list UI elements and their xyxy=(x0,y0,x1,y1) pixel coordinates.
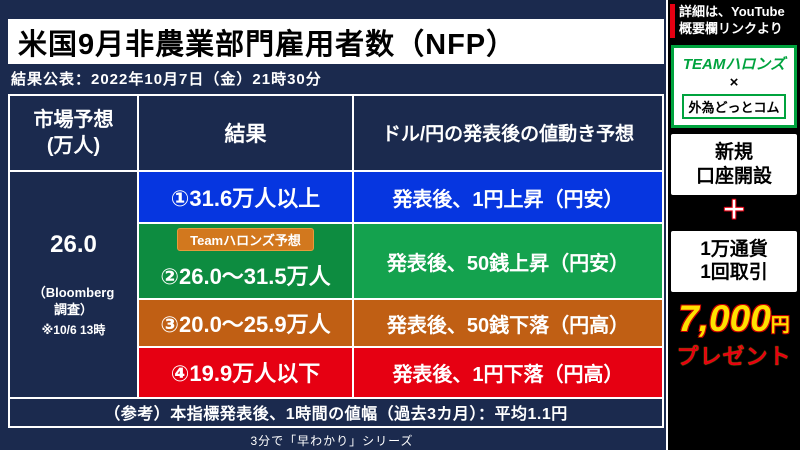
reference-note: （参考）本指標発表後、1時間の値幅（過去3カ月）：平均1.1円 xyxy=(10,398,662,426)
table-row-2-result: Teamハロンズ予想 ②26.0〜31.5万人 xyxy=(139,224,352,299)
prize-amount-line: 7,000円 xyxy=(668,300,800,337)
table-row-4-movement: 発表後、1円下落（円高） xyxy=(354,348,662,397)
page-title: 米国9月非農業部門雇用者数（NFP） xyxy=(18,28,517,61)
cross-icon: × xyxy=(729,73,739,91)
column-header-price-movement: ドル/円の発表後の値動き予想 xyxy=(354,96,662,170)
plus-icon: ＋ xyxy=(722,197,746,225)
prize-amount: 7,000 xyxy=(678,298,771,340)
trade-condition-line2: 1回取引 xyxy=(700,262,768,284)
red-accent-bar xyxy=(670,4,675,38)
prize-unit: 円 xyxy=(770,315,790,337)
nfp-scenario-table: 市場予想 (万人) 結果 ドル/円の発表後の値動き予想 26.0 （Bloomb… xyxy=(8,94,664,428)
brand-box: TEAMハロンズ × 外為どっとコム xyxy=(671,44,797,128)
gaitame-logo: 外為どっとコム xyxy=(682,93,786,119)
column-header-market-forecast: 市場予想 (万人) xyxy=(10,96,137,170)
table-row-1-movement: 発表後、1円上昇（円安） xyxy=(354,171,662,223)
new-account-box: 新規 口座開設 xyxy=(671,133,797,196)
forecast-note: ※10/6 13時 xyxy=(41,322,106,337)
forecast-source: （Bloomberg 調査） xyxy=(32,284,115,317)
column-header-result: 結果 xyxy=(139,96,352,170)
table-row-2-movement: 発表後、50銭上昇（円安） xyxy=(354,224,662,299)
prize-block: 7,000円 プレゼント xyxy=(668,300,800,371)
trade-condition-box: 1万通貨 1回取引 xyxy=(671,230,797,293)
trade-condition-line1: 1万通貨 xyxy=(700,238,768,260)
table-row-3-result: ③20.0〜25.9万人 xyxy=(139,300,352,347)
prize-label: プレゼント xyxy=(676,344,792,370)
table-row-3-movement: 発表後、50銭下落（円高） xyxy=(354,300,662,347)
page-title-banner: 米国9月非農業部門雇用者数（NFP） xyxy=(8,19,664,64)
forecast-value: 26.0 xyxy=(50,230,97,258)
youtube-note: 詳細は、YouTube 概要欄リンクより xyxy=(668,0,800,43)
team-halons-logo: TEAMハロンズ xyxy=(682,55,786,73)
series-caption: 3分で「早わかり」シリーズ xyxy=(250,434,414,448)
youtube-note-line2: 概要欄リンクより xyxy=(679,20,783,36)
table-row-2-result-text: ②26.0〜31.5万人 xyxy=(160,263,331,289)
table-row-4-result: ④19.9万人以下 xyxy=(139,348,352,397)
new-account-line2: 口座開設 xyxy=(695,165,772,187)
market-forecast-cell: 26.0 （Bloomberg 調査） ※10/6 13時 xyxy=(10,171,137,397)
release-datetime: 結果公表：2022年10月7日（金）21時30分 xyxy=(11,71,322,88)
youtube-note-text: 詳細は、YouTube 概要欄リンクより xyxy=(679,4,785,38)
new-account-line1: 新規 xyxy=(714,141,753,163)
promo-sidebar: 詳細は、YouTube 概要欄リンクより TEAMハロンズ × 外為どっとコム … xyxy=(666,0,800,450)
team-halons-forecast-badge: Teamハロンズ予想 xyxy=(177,228,314,252)
youtube-note-line1: 詳細は、YouTube xyxy=(679,4,785,19)
table-row-1-result: ①31.6万人以上 xyxy=(139,171,352,223)
